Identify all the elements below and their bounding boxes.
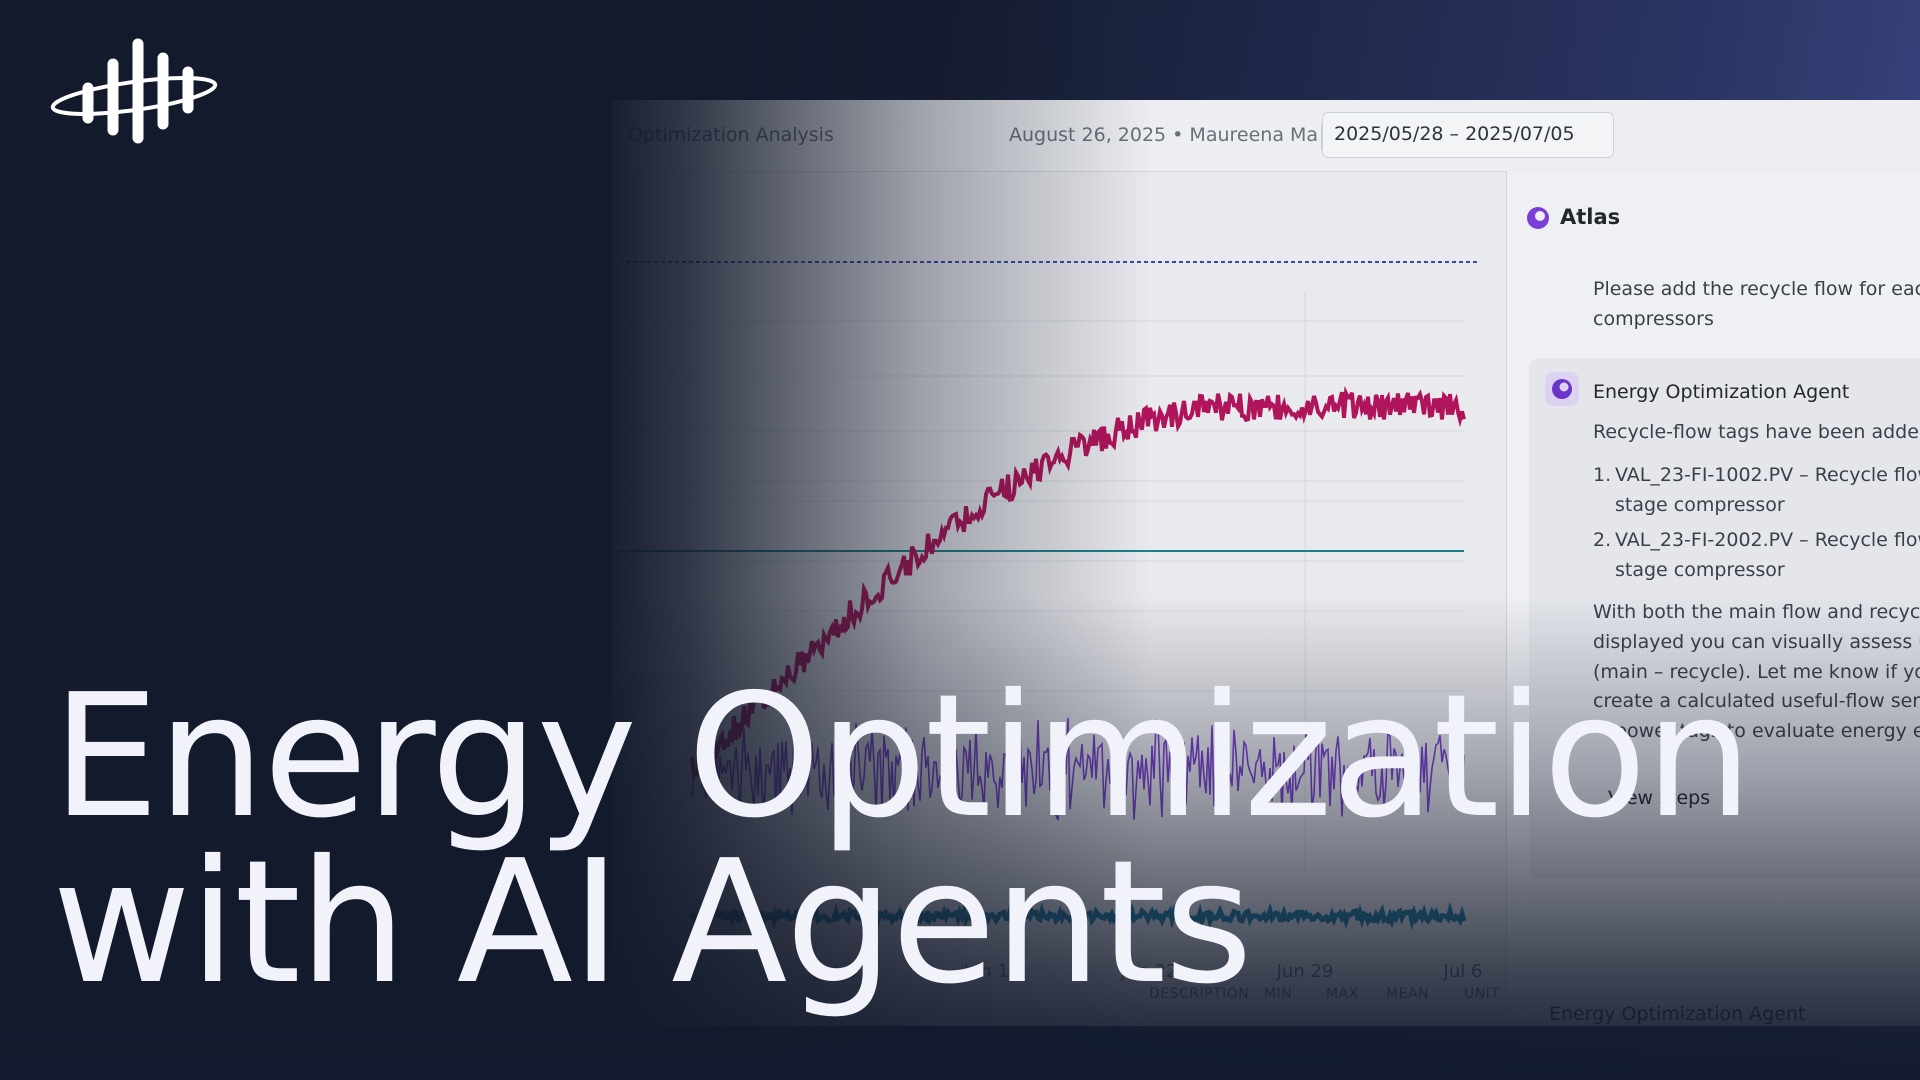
user-message-line: Please add the recycle flow for each of bbox=[1593, 278, 1920, 300]
chat-header: Atlas bbox=[1560, 205, 1621, 229]
x-tick-label: Jun 29 bbox=[1276, 961, 1334, 982]
view-selector[interactable]: Optimization Analysis bbox=[628, 124, 834, 146]
date-range-text: 2025/05/28 – 2025/07/05 bbox=[1334, 123, 1575, 145]
x-tick-label: Jul 6 bbox=[1443, 961, 1483, 982]
view-meta: August 26, 2025 • Maureena Ma bbox=[1009, 124, 1319, 146]
table-header: UNIT bbox=[1464, 986, 1500, 1002]
list-line: VAL_23-FI-1002.PV – Recycle flow f bbox=[1615, 464, 1920, 486]
body-line: displayed you can visually assess usefu bbox=[1593, 631, 1920, 653]
table-header: MEAN bbox=[1386, 986, 1429, 1002]
date-range[interactable]: 2025/05/28 – 2025/07/05 bbox=[1322, 112, 1614, 158]
agent-name: Energy Optimization Agent bbox=[1593, 381, 1850, 403]
agent-selector[interactable]: Energy Optimization Agent bbox=[1549, 1003, 1806, 1025]
logo bbox=[50, 38, 218, 144]
user-message-line: compressors bbox=[1593, 308, 1714, 330]
table-header: MIN bbox=[1264, 986, 1293, 1002]
headline: Energy Optimization bbox=[52, 658, 1753, 856]
headline: with AI Agents bbox=[52, 824, 1253, 1022]
list-line: stage compressor bbox=[1615, 494, 1785, 516]
list-number: 2. bbox=[1593, 529, 1612, 551]
list-line: stage compressor bbox=[1615, 559, 1785, 581]
atlas-icon bbox=[1527, 207, 1549, 229]
toolbar: Optimization Analysis August 26, 2025 • … bbox=[612, 100, 1920, 172]
body-line: With both the main flow and recycle flo bbox=[1593, 601, 1920, 623]
table-header: MAX bbox=[1326, 986, 1359, 1002]
list-number: 1. bbox=[1593, 464, 1612, 486]
agent-icon bbox=[1545, 372, 1579, 406]
chat-panel: Atlas Please add the recycle flow for ea… bbox=[1506, 171, 1920, 1026]
agent-intro: Recycle-flow tags have been added: bbox=[1593, 421, 1920, 443]
list-line: VAL_23-FI-2002.PV – Recycle flow f bbox=[1615, 529, 1920, 551]
